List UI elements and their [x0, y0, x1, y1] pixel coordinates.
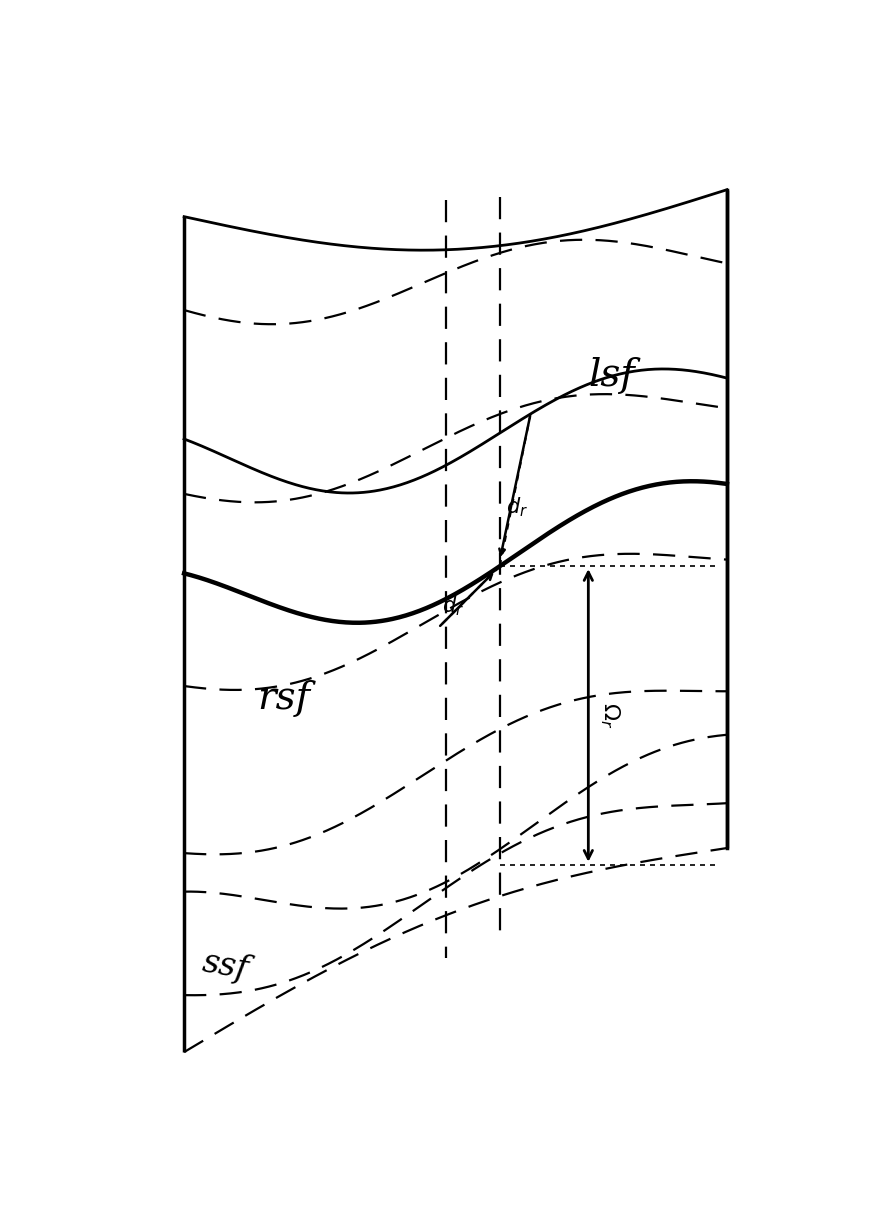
- Text: $\Omega_r$: $\Omega_r$: [597, 702, 620, 728]
- Text: $d_r$: $d_r$: [506, 495, 527, 518]
- Text: rsf: rsf: [257, 680, 310, 717]
- Text: $d_r$: $d_r$: [441, 594, 463, 618]
- Text: ssf: ssf: [199, 947, 250, 986]
- Text: lsf: lsf: [587, 357, 634, 394]
